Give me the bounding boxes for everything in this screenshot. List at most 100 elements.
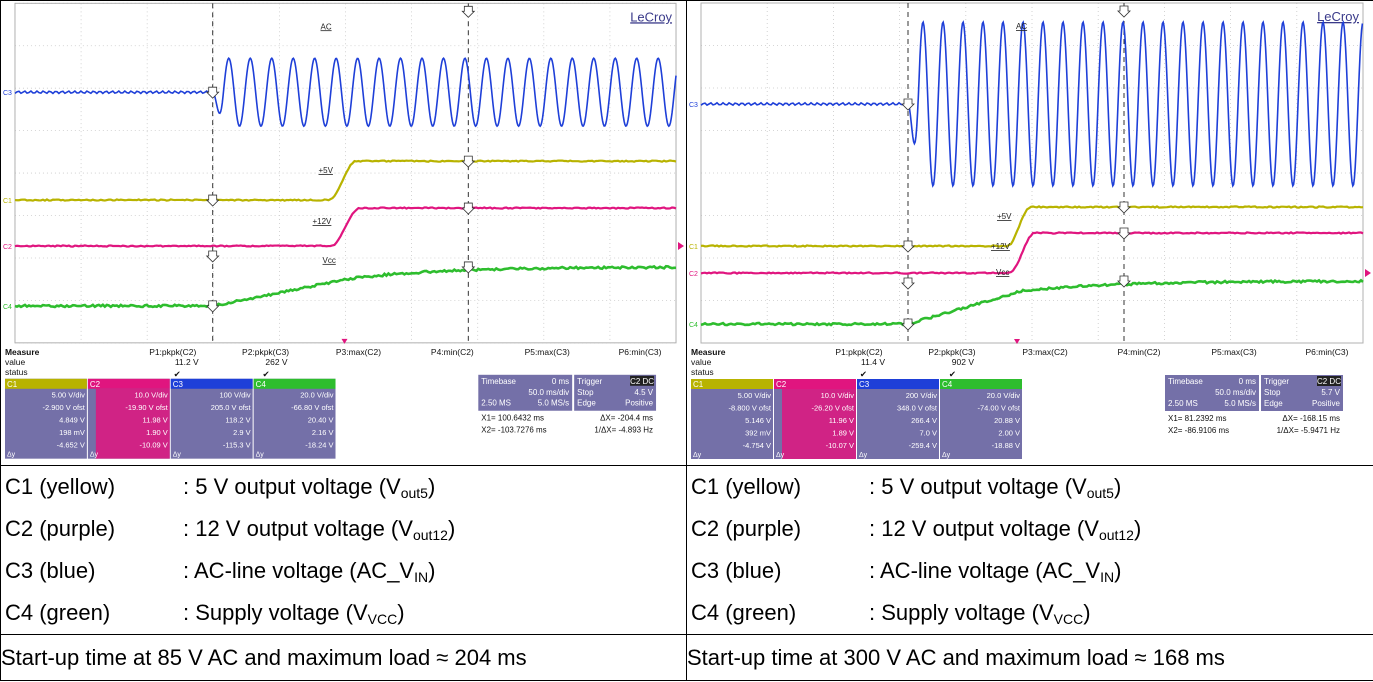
channel-axis-label-c4: C4 <box>3 304 12 311</box>
trigger-label: Trigger <box>1264 377 1289 386</box>
channel-offset: -74.00 V ofst <box>977 404 1020 413</box>
channel-offset: -8.800 V ofst <box>728 404 771 413</box>
delta-y-symbol: Δy <box>693 452 702 459</box>
trigger-slope: Positive <box>625 399 653 408</box>
legend-tail: ) <box>1114 558 1121 583</box>
legend-desc: : Supply voltage (V <box>869 600 1054 625</box>
channel-box-c4: C420.0 V/div-66.80 V ofst20.40 V2.16 V-1… <box>254 379 336 459</box>
scope-row: LeCroy C3 C1 C2 C4 AC +5V +12V Vcc Measure value st… <box>1 1 1373 466</box>
trace-annotation-vcc: Vcc <box>323 256 336 265</box>
legend-desc: : 12 V output voltage (V <box>869 516 1099 541</box>
trace-annotation-vcc: Vcc <box>996 268 1009 277</box>
cursor-up-value: 2.9 V <box>233 428 250 437</box>
legend-right: C1 (yellow): 5 V output voltage (Vout5) … <box>687 466 1373 635</box>
channel-id: C3 <box>173 380 184 389</box>
cursor-up-value: 7.0 V <box>919 429 937 438</box>
legend-channel: C3 (blue) <box>5 550 183 592</box>
status-check-icon: ✔ <box>860 369 867 379</box>
legend-item-c4: C4 (green): Supply voltage (VVCC) <box>687 592 1373 634</box>
legend-sub: VCC <box>368 611 398 627</box>
timebase-rate: 5.0 MS/s <box>538 399 569 408</box>
trace-annotation-12v: +12V <box>313 217 333 226</box>
legend-item-c3: C3 (blue): AC-line voltage (AC_VIN) <box>687 550 1373 592</box>
measure-header: P5:max(C3) <box>1211 347 1257 357</box>
trace-annotation-5v: +5V <box>319 166 334 175</box>
legend-channel: C2 (purple) <box>5 508 183 550</box>
legend-item-c2: C2 (purple): 12 V output voltage (Vout12… <box>1 508 686 550</box>
cursor-up-value: 1.89 V <box>832 429 854 438</box>
measure-header: P3:max(C2) <box>336 347 381 357</box>
channel-id: C1 <box>7 380 18 389</box>
legend-row: C1 (yellow): 5 V output voltage (Vout5) … <box>1 466 1373 635</box>
legend-tail: ) <box>397 600 404 625</box>
trigger-level: 4.5 V <box>634 388 653 397</box>
channel-box-c3: C3100 V/div205.0 V ofst118.2 V2.9 V-115.… <box>171 379 253 459</box>
legend-channel: C4 (green) <box>5 592 183 634</box>
channel-offset: -26.20 V ofst <box>811 404 854 413</box>
legend-item-c4: C4 (green): Supply voltage (VVCC) <box>1 592 686 634</box>
channel-box-c1: C1 5.00 V/div -2.900 V ofst 4.849 V 198 mV -4… <box>5 379 87 459</box>
measure-p1-value: 11.4 V <box>861 357 885 367</box>
trigger-mode: Stop <box>577 388 594 397</box>
legend-sub: IN <box>414 569 428 585</box>
summary-row: Start-up time at 85 V AC and maximum loa… <box>1 635 1373 681</box>
cursor-down-value: 11.98 V <box>143 416 168 425</box>
channel-offset: 348.0 V ofst <box>897 404 938 413</box>
delta-y-symbol: Δy <box>776 452 785 459</box>
channel-axis-label-c4: C4 <box>689 322 698 329</box>
channel-box-header <box>774 379 856 389</box>
channel-box-c1: C15.00 V/div-8.800 V ofst5.146 V392 mV-4… <box>691 379 773 459</box>
channel-box-header <box>691 379 773 389</box>
timebase-div: 50.0 ms/div <box>528 388 569 397</box>
trace-annotation-ac: AC <box>321 22 332 31</box>
channel-box-c2: C210.0 V/div-19.90 V ofst11.98 V1.90 V-1… <box>88 379 170 459</box>
trigger-channel: C2 DC <box>1317 377 1341 386</box>
cursor-x2: X2= -103.7276 ms <box>481 426 546 435</box>
cursor-x1: X1= 81.2392 ms <box>1168 414 1226 423</box>
trigger-mode: Stop <box>1264 388 1281 397</box>
trigger-type: Edge <box>577 399 596 408</box>
measure-header: P2:pkpk(C3) <box>928 347 975 357</box>
channel-id: C4 <box>942 380 953 389</box>
cursor-delta-y: -18.88 V <box>992 441 1020 450</box>
cursor-up-value: 198 mV <box>59 428 85 437</box>
brand-logo: LeCroy <box>630 9 672 24</box>
legend-desc: : 12 V output voltage (V <box>183 516 413 541</box>
cursor-x1: X1= 100.6432 ms <box>481 414 544 423</box>
cursor-delta-x: ΔX= -168.15 ms <box>1282 414 1340 423</box>
measure-header: P1:pkpk(C2) <box>835 347 882 357</box>
channel-axis-label-c2: C2 <box>3 244 12 251</box>
delta-y-symbol: Δy <box>173 452 182 459</box>
channel-id: C1 <box>693 380 704 389</box>
timebase-samples: 2.50 MS <box>481 399 511 408</box>
measure-title: Measure <box>691 347 726 357</box>
cursor-down-value: 118.2 V <box>225 416 250 425</box>
legend-channel: C2 (purple) <box>691 508 869 550</box>
measure-row-status: status <box>5 367 28 377</box>
channel-box-header <box>254 379 336 389</box>
channel-axis-label-c3: C3 <box>3 90 12 97</box>
channel-box-header <box>857 379 939 389</box>
legend-desc: : AC-line voltage (AC_V <box>869 558 1100 583</box>
cursor-up-value: 2.00 V <box>998 429 1020 438</box>
cursor-delta-y: -10.09 V <box>140 441 168 450</box>
channel-vdiv: 5.00 V/div <box>738 391 772 400</box>
measure-header: P2:pkpk(C3) <box>242 347 289 357</box>
scope-cell-right: LeCroy C3 C1 C2 C4 AC +5V +12V Vcc Measure value st… <box>687 1 1373 466</box>
trigger-label: Trigger <box>577 377 602 386</box>
cursor-delta-y: -259.4 V <box>909 441 937 450</box>
timebase-div: 50.0 ms/div <box>1215 388 1256 397</box>
measure-header: P6:min(C3) <box>1306 347 1349 357</box>
trace-annotation-12v: +12V <box>991 242 1011 251</box>
channel-id: C3 <box>859 380 870 389</box>
cursor-delta-y: -4.652 V <box>57 441 85 450</box>
channel-vdiv: 20.0 V/div <box>987 391 1021 400</box>
trigger-channel: C2 DC <box>630 377 654 386</box>
channel-vdiv: 100 V/div <box>219 391 250 400</box>
channel-box-header <box>171 379 253 389</box>
channel-axis-label-c2: C2 <box>689 271 698 278</box>
channel-vdiv: 200 V/div <box>906 391 938 400</box>
measure-p2-value: 262 V <box>265 357 287 367</box>
cursor-down-value: 5.146 V <box>745 416 771 425</box>
channel-id: C4 <box>256 380 267 389</box>
